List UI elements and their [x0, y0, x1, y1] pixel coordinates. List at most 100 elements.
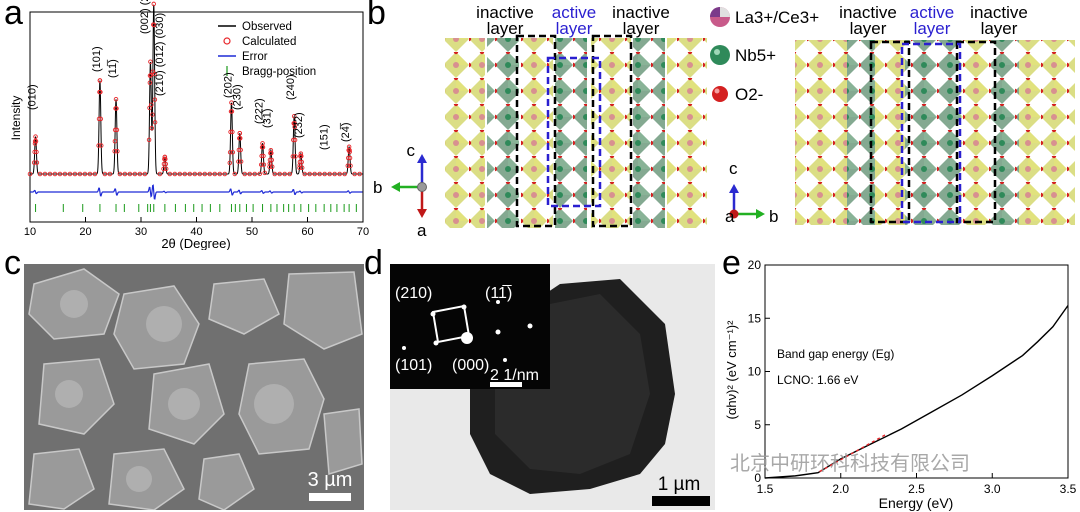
calculated-point	[229, 109, 235, 114]
octa-column	[1019, 40, 1075, 225]
octa-column	[633, 38, 665, 228]
calculated-point	[187, 171, 193, 177]
calculated-point	[262, 170, 268, 176]
calculated-point	[72, 171, 78, 177]
inactive-layer-box	[591, 34, 633, 228]
observed-line	[30, 4, 363, 175]
tauc-ytick-label: 5	[754, 418, 761, 432]
calculated-point	[222, 171, 228, 177]
calculated-point	[113, 96, 119, 102]
peak-label: (010)	[27, 84, 39, 110]
calculated-point	[148, 59, 153, 64]
octa-column	[555, 38, 587, 228]
calculated-point	[317, 171, 322, 177]
calculated-point	[149, 102, 154, 108]
calculated-point	[345, 155, 351, 161]
calculated-point	[282, 171, 287, 177]
xrd-curves	[27, 1, 363, 212]
xrd-chart: Observed Calculated Error Bragg-position 10…	[9, 0, 369, 250]
calculated-point	[247, 171, 253, 177]
calculated-point	[34, 160, 40, 165]
xrd-tick-label: 70	[357, 226, 369, 238]
calculated-point	[227, 150, 233, 155]
calculated-point	[347, 147, 352, 153]
peak-label: (210) (012) (030)	[154, 13, 166, 96]
xrd-ylabel: Intensity	[9, 96, 23, 141]
sem-particles: 3 µm	[24, 264, 364, 510]
label-active-1: active	[552, 3, 596, 22]
tauc-xtick-label: 3.0	[984, 482, 1001, 496]
watermark: 北京中研环科科技有限公司	[730, 452, 970, 475]
sem-scale-bar	[309, 493, 351, 501]
tauc-fit-line	[819, 433, 887, 473]
legend-nb: Nb5+	[735, 46, 776, 65]
calculated-point	[252, 171, 258, 177]
active-layer-box	[546, 56, 602, 208]
calculated-point	[269, 157, 275, 163]
error-line	[30, 184, 363, 200]
axes-indicator-left: c b a	[373, 141, 427, 240]
calculated-point	[98, 89, 103, 95]
label-inactive-2: inactive	[612, 3, 670, 22]
calculated-point	[322, 171, 327, 177]
tauc-annotation-2: LCNO: 1.66 eV	[777, 373, 858, 387]
calculated-point	[152, 120, 158, 125]
calculated-point	[62, 171, 68, 177]
calculated-point	[177, 171, 183, 177]
calculated-point	[242, 171, 248, 177]
panel-letter-b: b	[367, 0, 386, 32]
calculated-point	[227, 160, 233, 166]
tauc-ytick-label: 0	[754, 471, 761, 485]
octa-column	[667, 38, 707, 228]
tauc-frame	[764, 264, 1069, 479]
legend-la-ce: La3+/Ce3+	[735, 8, 819, 27]
label-inactive-4: inactive	[970, 3, 1028, 22]
peak-label: (002) (200) (121) (12̅)	[139, 0, 151, 34]
octa-column	[875, 40, 905, 225]
legend-label: Observed	[242, 21, 292, 33]
xrd-tick-label: 40	[190, 226, 202, 238]
peak-label: (202)	[222, 72, 234, 98]
calculated-point	[297, 159, 303, 165]
calculated-point	[114, 127, 120, 133]
calculated-point	[238, 147, 243, 153]
inactive-layer-box	[515, 34, 557, 228]
panel-e: e 1.5 2.0 2.5 3.0 3.5 0 5 10 15 20 Band gap energ…	[720, 244, 1080, 512]
saed-label-101: (101)	[395, 357, 432, 374]
calculated-point	[42, 171, 48, 177]
calculated-point	[269, 150, 274, 156]
peak-label: (101)	[91, 46, 103, 72]
calculated-point	[107, 171, 113, 177]
calculated-point	[307, 171, 312, 177]
calculated-point	[342, 171, 347, 177]
calculated-point	[345, 163, 351, 168]
calculated-point	[96, 143, 101, 148]
panel-c: c 3 µm	[0, 244, 370, 512]
calculated-point	[228, 129, 233, 135]
calculated-point	[277, 171, 283, 177]
calculated-point	[292, 137, 298, 143]
xrd-frame	[29, 11, 364, 223]
calculated-point	[291, 113, 297, 119]
sem-scale-label: 3 µm	[308, 469, 353, 491]
calculated-point	[151, 1, 157, 7]
peak-label: (240)	[285, 74, 297, 100]
calculated-point	[259, 153, 264, 159]
calculated-point	[217, 171, 223, 177]
calculated-point	[357, 171, 362, 177]
calculated-point	[87, 171, 93, 177]
tauc-xtick-label: 1.5	[757, 482, 774, 496]
axis-a-left: a	[417, 221, 427, 240]
tauc-ytick-label: 10	[748, 365, 762, 379]
label-layer-3: layer	[623, 19, 660, 38]
calculated-point	[157, 171, 163, 177]
calculated-point	[112, 127, 118, 133]
label-inactive-3: inactive	[839, 3, 897, 22]
calculated-point	[152, 97, 158, 102]
calculated-point	[236, 159, 241, 164]
calculated-point	[347, 155, 353, 161]
calculated-point	[292, 124, 297, 130]
octa-column	[591, 38, 631, 228]
xrd-tick-label: 20	[79, 226, 91, 238]
calculated-point	[67, 171, 73, 177]
